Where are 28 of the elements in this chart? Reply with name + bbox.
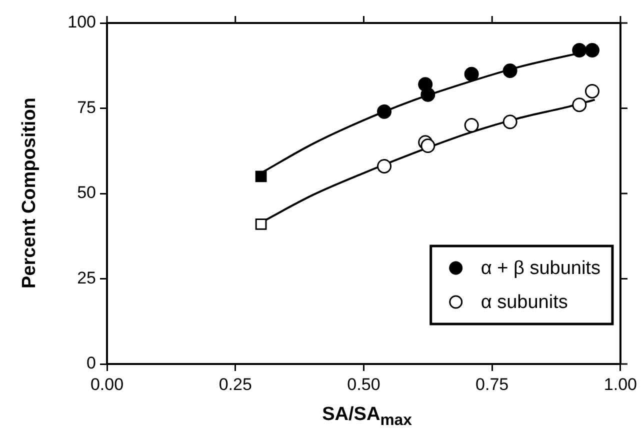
y-tick-label: 100 <box>68 12 96 32</box>
point <box>502 63 518 78</box>
point <box>420 138 436 154</box>
point <box>255 170 267 182</box>
point <box>584 84 600 98</box>
legend-label: α subunits <box>480 292 568 314</box>
point <box>584 43 600 58</box>
point <box>420 87 436 102</box>
x-tick-label: 0.00 <box>90 374 124 394</box>
point <box>572 43 587 58</box>
legend-label: α + β subunits <box>480 258 600 280</box>
y-axis-title: Percent Composition <box>19 97 41 289</box>
x-tick-label: 0.75 <box>476 374 509 394</box>
point <box>464 66 479 82</box>
x-tick-label: 1.00 <box>604 374 638 394</box>
point <box>255 218 267 230</box>
y-tick-label: 25 <box>77 268 96 288</box>
point <box>377 104 392 119</box>
y-tick-label: 50 <box>77 183 96 202</box>
y-tick-label: 0 <box>86 354 96 373</box>
point <box>377 158 392 174</box>
y-tick-label: 75 <box>77 98 96 117</box>
x-axis-title: SA/SA$_{max}$ <box>321 404 413 430</box>
x-tick-label: 0.50 <box>347 374 380 394</box>
point <box>572 98 587 112</box>
point <box>502 114 518 130</box>
x-tick-label: 0.25 <box>218 374 252 394</box>
point <box>464 118 479 133</box>
